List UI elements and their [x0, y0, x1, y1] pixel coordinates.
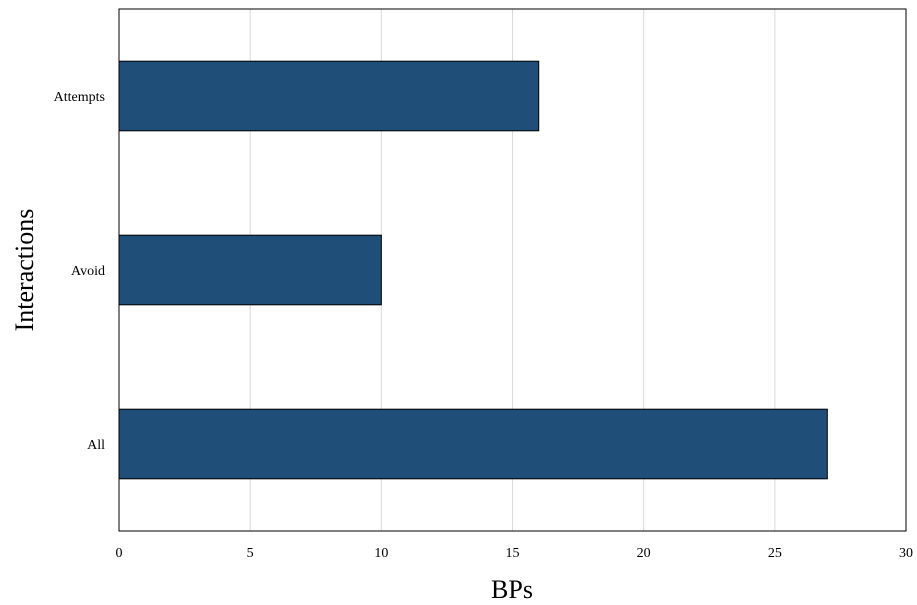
x-tick-label: 30: [899, 546, 913, 561]
plot-area-frame: [118, 8, 907, 532]
x-tick-label: 15: [506, 546, 520, 561]
x-axis-title: BPs: [491, 575, 533, 604]
y-tick-labels: Attempts Avoid All: [54, 90, 105, 453]
x-tick-label: 20: [637, 546, 651, 561]
y-tick-label: Avoid: [71, 264, 105, 279]
x-tick-label: 5: [247, 546, 254, 561]
y-tick-label: Attempts: [54, 90, 105, 105]
bar-attempts: [118, 60, 540, 132]
bar-all: [118, 408, 828, 480]
bars: [118, 60, 828, 480]
x-tick-label: 25: [768, 546, 782, 561]
y-axis-title: Interactions: [10, 209, 39, 332]
x-tick-label: 0: [116, 546, 123, 561]
x-tick-labels: 0 5 10 15 20 25 30: [116, 546, 914, 561]
bar-avoid: [118, 234, 382, 306]
x-tick-label: 10: [374, 546, 388, 561]
y-tick-label: All: [87, 438, 105, 453]
